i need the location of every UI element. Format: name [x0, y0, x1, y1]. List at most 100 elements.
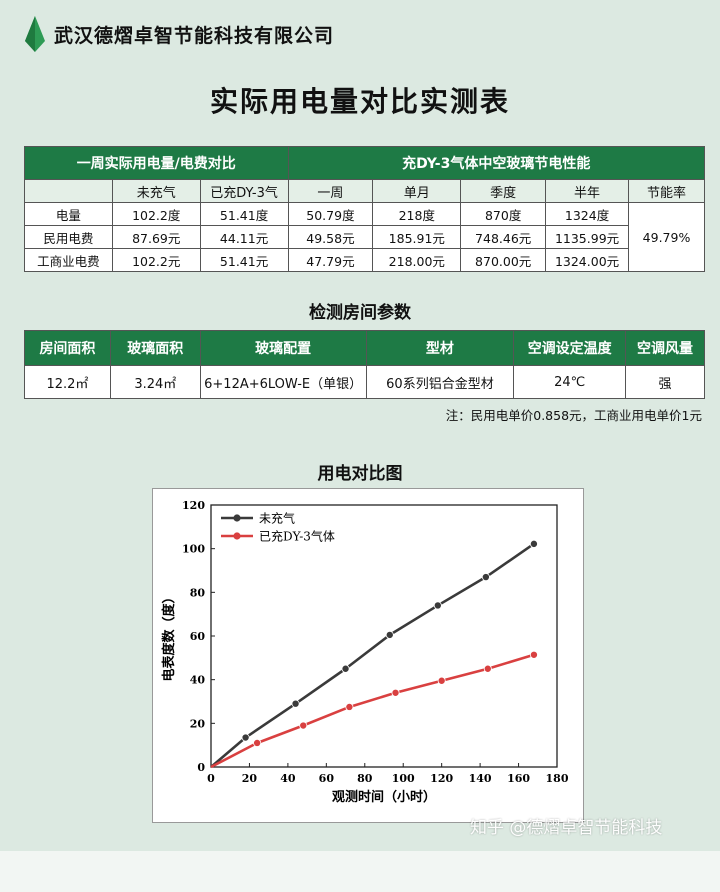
column-header: 空调设定温度	[513, 330, 627, 366]
data-point	[483, 664, 492, 673]
x-tick-label: 0	[207, 772, 215, 785]
legend-label: 未充气	[259, 511, 295, 526]
legend-swatch-marker	[233, 532, 241, 540]
table-row: 工商业电费 102.2元 51.41元 47.79元 218.00元 870.0…	[24, 248, 705, 272]
table-cell: 102.2元	[111, 248, 201, 272]
legend-swatch-marker	[233, 514, 241, 522]
table-cell: 44.11元	[199, 225, 289, 249]
column-header: 已充DY-3气	[199, 179, 289, 203]
x-tick-label: 160	[507, 772, 530, 785]
data-point	[291, 699, 300, 708]
data-point	[433, 601, 442, 610]
power-comparison-chart: 0 20 40 60 80 100 120 140 160 180 0 20 40 60 80 100 120 观…	[152, 488, 584, 823]
table-cell: 6+12A+6LOW-E（单银）	[199, 365, 367, 399]
x-tick-label: 80	[357, 772, 373, 785]
data-point	[391, 688, 400, 697]
y-axis-label: 电表度数（度）	[161, 590, 177, 681]
section-title-chart: 用电对比图	[317, 464, 403, 484]
company-name: 武汉德熠卓智节能科技有限公司	[54, 24, 335, 47]
table-cell: 12.2㎡	[24, 365, 111, 399]
price-note: 注：民用电单价0.858元，工商业用电单价1元	[445, 408, 702, 423]
table-cell: 102.2度	[111, 202, 201, 226]
data-point	[241, 733, 250, 742]
table-cell: 强	[625, 365, 705, 399]
table-cell: 1324.00元	[545, 248, 630, 272]
column-header: 未充气	[111, 179, 201, 203]
x-tick-label: 180	[546, 772, 569, 785]
table-cell: 51.41元	[199, 248, 289, 272]
series-line-2	[210, 653, 535, 769]
bottom-panel	[0, 851, 720, 892]
data-point	[481, 573, 490, 582]
data-point	[385, 630, 394, 639]
plot-frame	[210, 504, 558, 768]
table-cell: 748.46元	[460, 225, 547, 249]
data-point	[529, 650, 538, 659]
legend-label: 已充DY-3气体	[259, 529, 335, 544]
table-cell: 218度	[372, 202, 462, 226]
power-comparison-table: 一周实际用电量/电费对比 充DY-3气体中空玻璃节电性能 未充气 已充DY-3气…	[24, 146, 705, 272]
watermark: 知乎 @德熠卓智节能科技	[470, 818, 663, 838]
column-header: 玻璃配置	[199, 330, 367, 366]
room-parameters-table: 房间面积 玻璃面积 玻璃配置 型材 空调设定温度 空调风量 12.2㎡ 3.24…	[24, 330, 705, 399]
x-tick-label: 40	[280, 772, 296, 785]
table-cell: 87.69元	[111, 225, 201, 249]
data-point	[437, 676, 446, 685]
column-header: 季度	[460, 179, 547, 203]
row-label: 工商业电费	[24, 248, 113, 272]
saving-rate-cell: 49.79%	[628, 202, 705, 272]
row-label: 电量	[24, 202, 113, 226]
table-cell: 870.00元	[460, 248, 547, 272]
section-title-room-params: 检测房间参数	[309, 303, 411, 323]
table-row: 民用电费 87.69元 44.11元 49.58元 185.91元 748.46…	[24, 225, 705, 249]
column-header: 空调风量	[625, 330, 705, 366]
table-cell: 51.41度	[199, 202, 289, 226]
page-title: 实际用电量对比实测表	[209, 85, 510, 118]
table-cell: 49.58元	[287, 225, 374, 249]
table-row: 12.2㎡ 3.24㎡ 6+12A+6LOW-E（单银） 60系列铝合金型材 2…	[24, 365, 705, 399]
table-cell: 1324度	[545, 202, 630, 226]
x-tick-label: 60	[319, 772, 335, 785]
data-point	[253, 738, 262, 747]
table-row: 电量 102.2度 51.41度 50.79度 218度 870度 1324度 …	[24, 202, 705, 272]
series-line-1	[210, 542, 535, 768]
data-point	[341, 664, 350, 673]
table-cell: 3.24㎡	[109, 365, 201, 399]
column-header: 型材	[365, 330, 515, 366]
x-tick-label: 100	[392, 772, 415, 785]
y-tick-label: 100	[182, 543, 205, 556]
y-tick-label: 80	[190, 586, 206, 599]
column-header: 节能率	[628, 179, 705, 203]
column-header: 玻璃面积	[109, 330, 201, 366]
company-header: 武汉德熠卓智节能科技有限公司	[24, 14, 334, 54]
y-tick-label: 40	[190, 674, 206, 687]
x-axis-label: 观测时间（小时）	[332, 789, 436, 805]
column-header: 半年	[545, 179, 630, 203]
table-cell: 47.79元	[287, 248, 374, 272]
chart-svg: 0 20 40 60 80 100 120 140 160 180 0 20 40 60 80 100 120 观…	[161, 499, 569, 805]
x-tick-label: 140	[469, 772, 492, 785]
x-tick-label: 20	[242, 772, 258, 785]
table-cell: 1135.99元	[545, 225, 630, 249]
data-point	[345, 702, 354, 711]
y-tick-label: 0	[197, 761, 205, 774]
y-tick-label: 60	[190, 630, 206, 643]
table-cell: 870度	[460, 202, 547, 226]
column-header: 单月	[372, 179, 462, 203]
row-label: 民用电费	[24, 225, 113, 249]
table-cell: 218.00元	[372, 248, 462, 272]
table-cell: 60系列铝合金型材	[365, 365, 515, 399]
y-tick-label: 20	[190, 717, 206, 730]
column-header: 一周	[287, 179, 374, 203]
column-header	[24, 179, 113, 203]
data-point	[299, 721, 308, 730]
table1-header-right: 充DY-3气体中空玻璃节电性能	[287, 146, 705, 180]
table1-header-left: 一周实际用电量/电费对比	[24, 146, 289, 180]
table-cell: 50.79度	[287, 202, 374, 226]
table-cell: 24℃	[513, 365, 627, 399]
leaf-logo-icon	[25, 16, 45, 52]
data-point	[529, 539, 538, 548]
x-tick-label: 120	[430, 772, 453, 785]
table-cell: 185.91元	[372, 225, 462, 249]
column-header: 房间面积	[24, 330, 111, 366]
